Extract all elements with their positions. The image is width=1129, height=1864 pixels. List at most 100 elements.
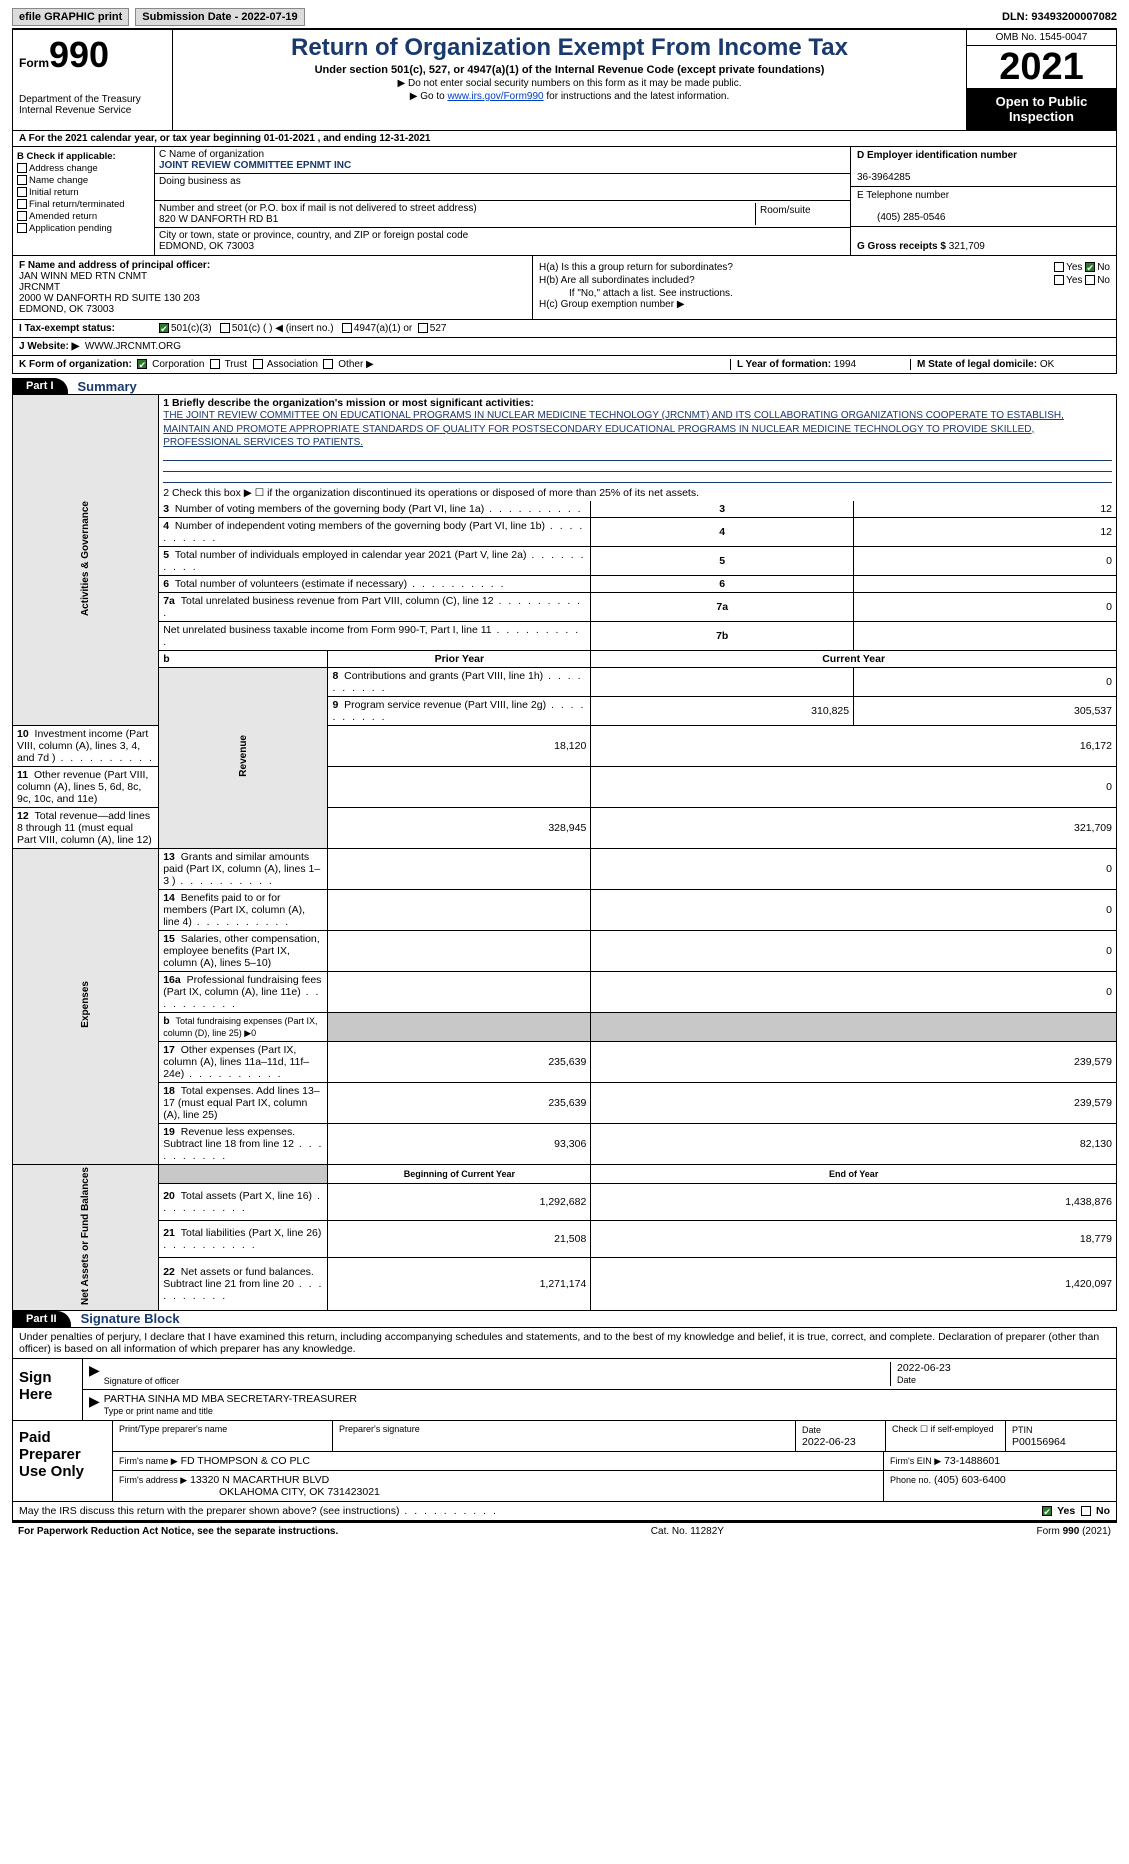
chk-amended-return[interactable]: Amended return	[17, 211, 150, 222]
addr-label: Number and street (or P.O. box if mail i…	[159, 203, 477, 214]
row-a-pre: A For the 2021 calendar year, or tax yea…	[19, 133, 264, 144]
hb-yes[interactable]	[1054, 275, 1064, 285]
form-note-2: ▶ Go to www.irs.gov/Form990 for instruct…	[181, 91, 958, 102]
sig-officer-label: Signature of officer	[104, 1376, 890, 1386]
table-row: 20 Total assets (Part X, line 16)1,292,6…	[13, 1183, 1117, 1220]
part1-header: Part I Summary	[12, 378, 1117, 395]
m-label: M State of legal domicile:	[917, 359, 1037, 370]
col-b-checkboxes: B Check if applicable: Address change Na…	[13, 147, 155, 255]
phone-block: E Telephone number (405) 285-0546	[851, 187, 1116, 227]
chk-final-return[interactable]: Final return/terminated	[17, 199, 150, 210]
ha-text: H(a) Is this a group return for subordin…	[539, 262, 733, 273]
may-irs-yes[interactable]	[1042, 1506, 1052, 1516]
chk-4947[interactable]	[342, 323, 352, 333]
part1-tab: Part I	[12, 378, 68, 394]
top-bar: efile GRAPHIC print Submission Date - 20…	[12, 8, 1117, 30]
table-row: 19 Revenue less expenses. Subtract line …	[13, 1123, 1117, 1164]
chk-527[interactable]	[418, 323, 428, 333]
chk-name-change[interactable]: Name change	[17, 175, 150, 186]
ptin-label: PTIN	[1012, 1425, 1033, 1435]
chk-application-pending[interactable]: Application pending	[17, 223, 150, 234]
table-row: 6 Total number of volunteers (estimate i…	[13, 575, 1117, 592]
l-val: 1994	[834, 359, 856, 370]
ha-yes[interactable]	[1054, 262, 1064, 272]
form-title: Return of Organization Exempt From Incom…	[181, 34, 958, 62]
pt-self: Check ☐ if self-employed	[886, 1421, 1006, 1451]
dba-label: Doing business as	[159, 176, 241, 187]
ptin: P00156964	[1012, 1436, 1066, 1448]
section-bcd: B Check if applicable: Address change Na…	[12, 147, 1117, 256]
table-row: Net unrelated business taxable income fr…	[13, 621, 1117, 650]
col-b-head: B Check if applicable:	[17, 151, 116, 162]
row-i-tax-status: I Tax-exempt status: 501(c)(3) 501(c) ( …	[12, 320, 1117, 338]
ha-line: H(a) Is this a group return for subordin…	[539, 262, 1110, 273]
row-a-mid: , and ending	[318, 133, 380, 144]
dln-value: 93493200007082	[1031, 11, 1117, 23]
irs-link[interactable]: www.irs.gov/Form990	[447, 91, 543, 102]
header-mid: Return of Organization Exempt From Incom…	[173, 30, 966, 130]
row-j-website: J Website: ▶ WWW.JRCNMT.ORG	[12, 338, 1117, 356]
firm-name-label: Firm's name ▶	[119, 1456, 178, 1466]
sig-intro: Under penalties of perjury, I declare th…	[13, 1328, 1116, 1358]
chk-address-change[interactable]: Address change	[17, 163, 150, 174]
submission-label: Submission Date -	[142, 11, 241, 23]
firm-phone: (405) 603-6400	[934, 1474, 1006, 1486]
hdr-eoy: End of Year	[591, 1164, 1117, 1183]
table-row: b Total fundraising expenses (Part IX, c…	[13, 1012, 1117, 1041]
hb-no[interactable]	[1085, 275, 1095, 285]
chk-501c3[interactable]	[159, 323, 169, 333]
gross-block: G Gross receipts $ 321,709	[851, 227, 1116, 255]
chk-501c[interactable]	[220, 323, 230, 333]
firm-city: OKLAHOMA CITY, OK 731423021	[119, 1486, 380, 1498]
hdr-boc: Beginning of Current Year	[328, 1164, 591, 1183]
chk-corp[interactable]	[137, 359, 147, 369]
ha-no[interactable]	[1085, 262, 1095, 272]
efile-badge: efile GRAPHIC print	[12, 8, 129, 26]
city-label: City or town, state or province, country…	[159, 230, 468, 241]
section-h: H(a) Is this a group return for subordin…	[533, 256, 1116, 319]
table-row: 4 Number of independent voting members o…	[13, 517, 1117, 546]
section-fh: F Name and address of principal officer:…	[12, 256, 1117, 320]
paid-label: Paid Preparer Use Only	[13, 1421, 113, 1501]
may-irs-no[interactable]	[1081, 1506, 1091, 1516]
chk-other[interactable]	[323, 359, 333, 369]
part2-header: Part II Signature Block	[12, 1311, 1117, 1328]
firm-name: FD THOMPSON & CO PLC	[181, 1455, 310, 1467]
side-expenses: Expenses	[13, 848, 159, 1164]
table-row: 22 Net assets or fund balances. Subtract…	[13, 1257, 1117, 1310]
header-left: Form990 Department of the Treasury Inter…	[13, 30, 173, 130]
q1-label: 1 Briefly describe the organization's mi…	[163, 397, 534, 409]
paid-preparer: Paid Preparer Use Only Print/Type prepar…	[13, 1420, 1116, 1501]
table-row: 14 Benefits paid to or for members (Part…	[13, 889, 1117, 930]
goto-post: for instructions and the latest informat…	[544, 91, 730, 102]
room-label: Room/suite	[760, 205, 811, 216]
pt-date: 2022-06-23	[802, 1436, 856, 1448]
may-irs-line: May the IRS discuss this return with the…	[13, 1501, 1116, 1521]
form-header: Form990 Department of the Treasury Inter…	[12, 30, 1117, 131]
submission-date: 2022-07-19	[241, 11, 297, 23]
e-label: E Telephone number	[857, 190, 949, 201]
col-c-org: C Name of organization JOINT REVIEW COMM…	[155, 147, 851, 255]
dba-block: Doing business as	[155, 174, 850, 201]
chk-assoc[interactable]	[253, 359, 263, 369]
col-d: D Employer identification number 36-3964…	[851, 147, 1116, 255]
side-revenue: Revenue	[159, 667, 328, 848]
sig-name-line: ▶ PARTHA SINHA MD MBA SECRETARY-TREASURE…	[83, 1390, 1116, 1420]
f-name: JAN WINN MED RTN CNMT	[19, 271, 147, 282]
form-no: 990	[49, 34, 109, 75]
chk-trust[interactable]	[210, 359, 220, 369]
c-name-block: C Name of organization JOINT REVIEW COMM…	[155, 147, 850, 174]
dln: DLN: 93493200007082	[1002, 11, 1117, 23]
form-note-1: ▶ Do not enter social security numbers o…	[181, 78, 958, 89]
firm-ein: 73-1488601	[944, 1455, 1000, 1467]
table-row: 17 Other expenses (Part IX, column (A), …	[13, 1041, 1117, 1082]
footer-cat: Cat. No. 11282Y	[651, 1526, 724, 1537]
firm-ein-label: Firm's EIN ▶	[890, 1456, 941, 1466]
city-block: City or town, state or province, country…	[155, 228, 850, 254]
tax-year: 2021	[967, 46, 1116, 88]
sig-officer-line: ▶ Signature of officer 2022-06-23 Date	[83, 1359, 1116, 1390]
table-row: 21 Total liabilities (Part X, line 26)21…	[13, 1220, 1117, 1257]
chk-initial-return[interactable]: Initial return	[17, 187, 150, 198]
g-label: G Gross receipts $	[857, 241, 946, 252]
open-to-public: Open to Public Inspection	[967, 88, 1116, 130]
